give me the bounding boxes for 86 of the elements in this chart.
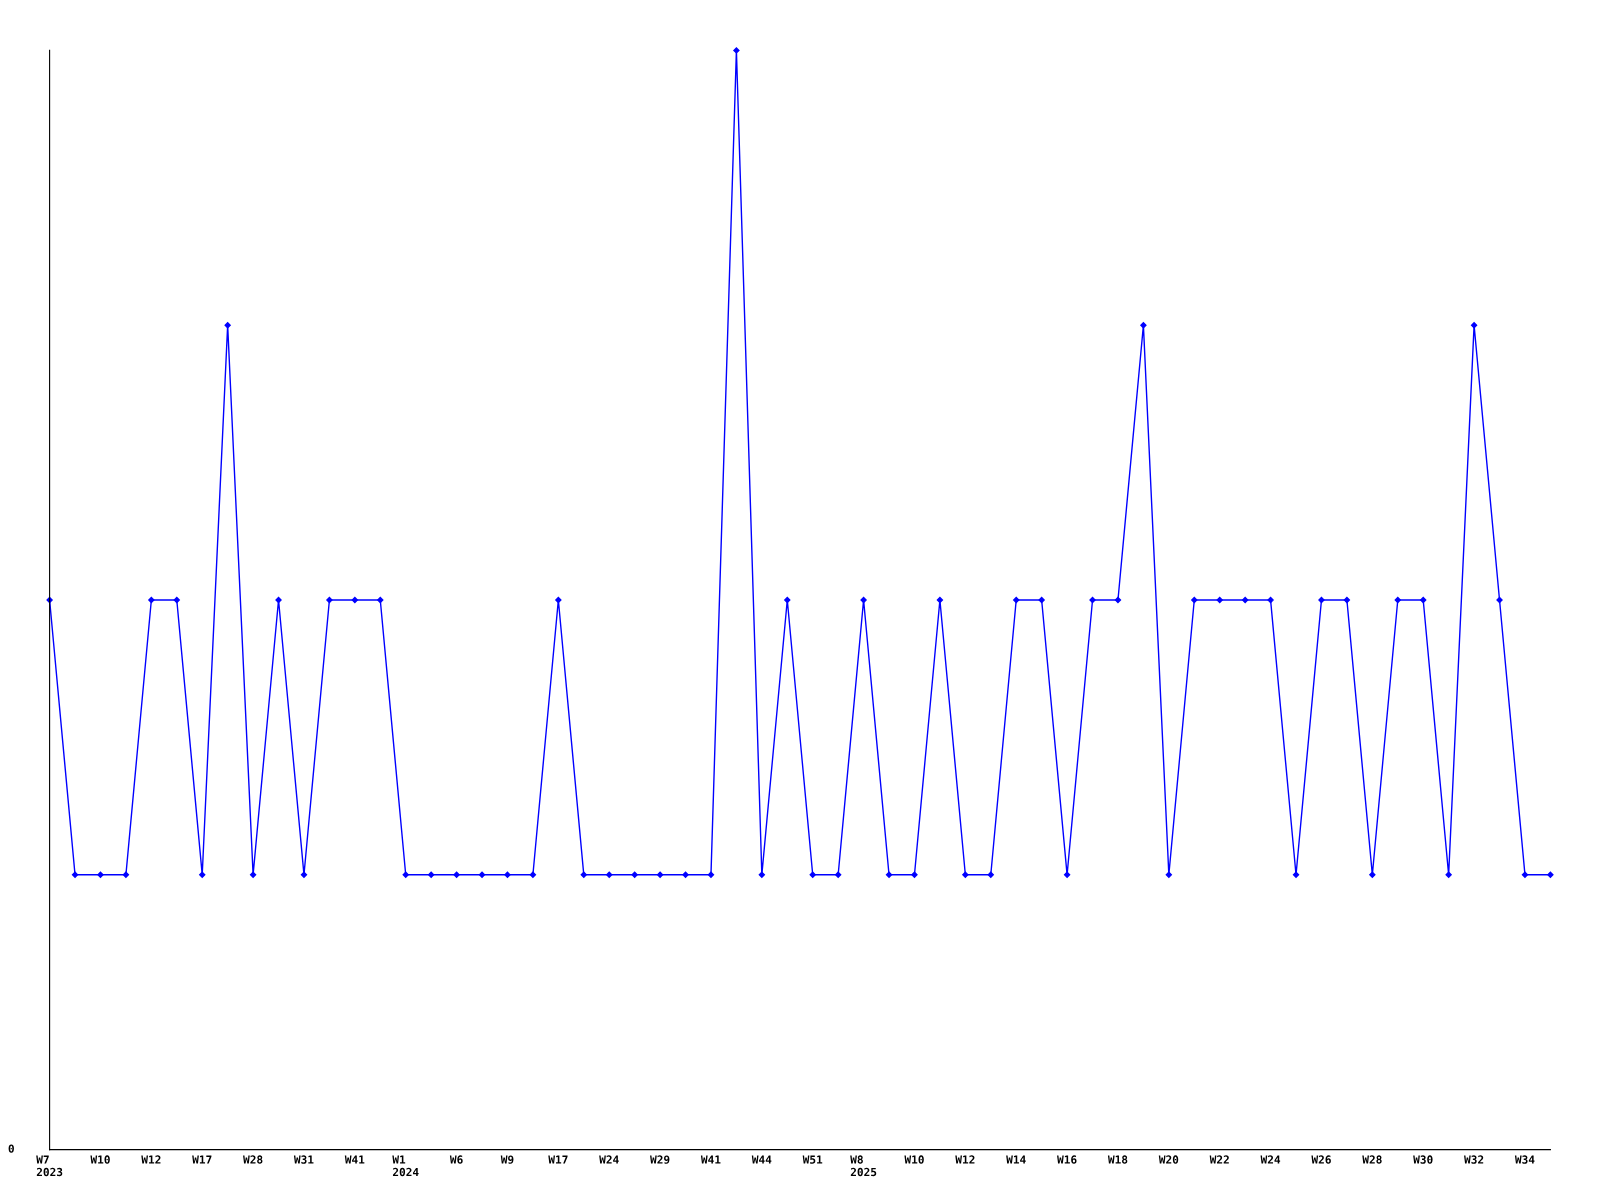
point bbox=[1547, 871, 1554, 878]
point bbox=[733, 47, 740, 54]
x-tick-label: W10 bbox=[90, 1155, 110, 1164]
point bbox=[71, 871, 79, 878]
point bbox=[122, 871, 130, 878]
x-tick-label: W6 bbox=[449, 1155, 463, 1164]
point bbox=[377, 596, 384, 604]
point bbox=[809, 871, 816, 878]
point bbox=[504, 871, 511, 878]
x-tick-label: W26 bbox=[1311, 1155, 1331, 1164]
point bbox=[835, 871, 842, 878]
point bbox=[453, 871, 460, 878]
point bbox=[351, 596, 358, 604]
point bbox=[1343, 596, 1351, 604]
point bbox=[707, 871, 715, 878]
point bbox=[1165, 871, 1172, 878]
point bbox=[1521, 871, 1529, 878]
point bbox=[1242, 596, 1249, 604]
x-tick-label: W9 bbox=[500, 1155, 514, 1164]
text: 0 bbox=[8, 1144, 14, 1153]
point bbox=[962, 871, 969, 878]
point bbox=[784, 596, 791, 604]
point bbox=[555, 596, 562, 604]
point bbox=[1140, 322, 1147, 329]
x-tick-label: W28 bbox=[243, 1155, 263, 1164]
point bbox=[402, 871, 409, 878]
x-tick-label: W18 bbox=[1107, 1155, 1128, 1164]
point bbox=[173, 596, 180, 604]
point bbox=[936, 596, 944, 604]
point bbox=[1470, 322, 1478, 329]
point bbox=[1038, 596, 1045, 604]
point bbox=[1114, 596, 1122, 604]
x-tick-label: W41 bbox=[344, 1155, 365, 1164]
x-tick-label: W30 bbox=[1413, 1155, 1433, 1164]
point bbox=[631, 871, 638, 878]
point bbox=[1267, 596, 1274, 604]
point bbox=[606, 871, 613, 878]
point bbox=[478, 871, 486, 878]
point bbox=[1445, 871, 1452, 878]
point bbox=[1216, 596, 1223, 604]
point bbox=[199, 871, 206, 878]
x-tick-label: W17 bbox=[192, 1155, 212, 1164]
x-tick-label: W7 2023 bbox=[36, 1155, 63, 1177]
point bbox=[249, 871, 257, 878]
point bbox=[326, 596, 333, 604]
x-tick-label: W28 bbox=[1362, 1155, 1382, 1164]
point bbox=[300, 871, 308, 878]
x-tick-label: W44 bbox=[751, 1155, 772, 1164]
point bbox=[224, 322, 231, 329]
x-tick-label: W41 bbox=[700, 1155, 721, 1164]
x-tick-label: W17 bbox=[548, 1155, 568, 1164]
point bbox=[1394, 596, 1401, 604]
point bbox=[1369, 871, 1376, 878]
x-tick-label: W24 bbox=[599, 1155, 619, 1164]
x-tick-label: W24 bbox=[1260, 1155, 1281, 1164]
x-tick-label: W12 bbox=[141, 1155, 161, 1164]
x-tick-label: W1 2024 bbox=[392, 1155, 419, 1177]
point bbox=[682, 871, 689, 878]
point bbox=[97, 871, 104, 878]
x-tick-label: W22 bbox=[1209, 1155, 1229, 1164]
x-tick-label: W34 bbox=[1514, 1155, 1535, 1164]
point bbox=[1420, 596, 1427, 604]
x-tick-label: W31 bbox=[293, 1155, 314, 1164]
x-tick-label: W20 bbox=[1158, 1155, 1179, 1164]
x-tick-label: W32 bbox=[1464, 1155, 1484, 1164]
x-tick-label: W29 bbox=[650, 1155, 670, 1164]
point bbox=[758, 871, 765, 878]
x-tick-label: W51 bbox=[802, 1155, 823, 1164]
point bbox=[1063, 871, 1071, 878]
x-tick-label: W12 bbox=[955, 1155, 975, 1164]
point bbox=[428, 871, 435, 878]
point bbox=[656, 871, 664, 878]
x-tick-label: W14 bbox=[1006, 1155, 1026, 1164]
point bbox=[1013, 596, 1020, 604]
point bbox=[987, 871, 994, 878]
x-tick-label: W10 bbox=[904, 1155, 924, 1164]
point bbox=[148, 596, 155, 604]
x-tick-label: W16 bbox=[1057, 1155, 1077, 1164]
point bbox=[580, 871, 587, 878]
point bbox=[1292, 871, 1300, 878]
point bbox=[860, 596, 867, 604]
x-tick-label: W8 2025 bbox=[850, 1155, 877, 1177]
point bbox=[885, 871, 893, 878]
point bbox=[1191, 596, 1198, 604]
point bbox=[529, 871, 537, 878]
point bbox=[911, 871, 918, 878]
